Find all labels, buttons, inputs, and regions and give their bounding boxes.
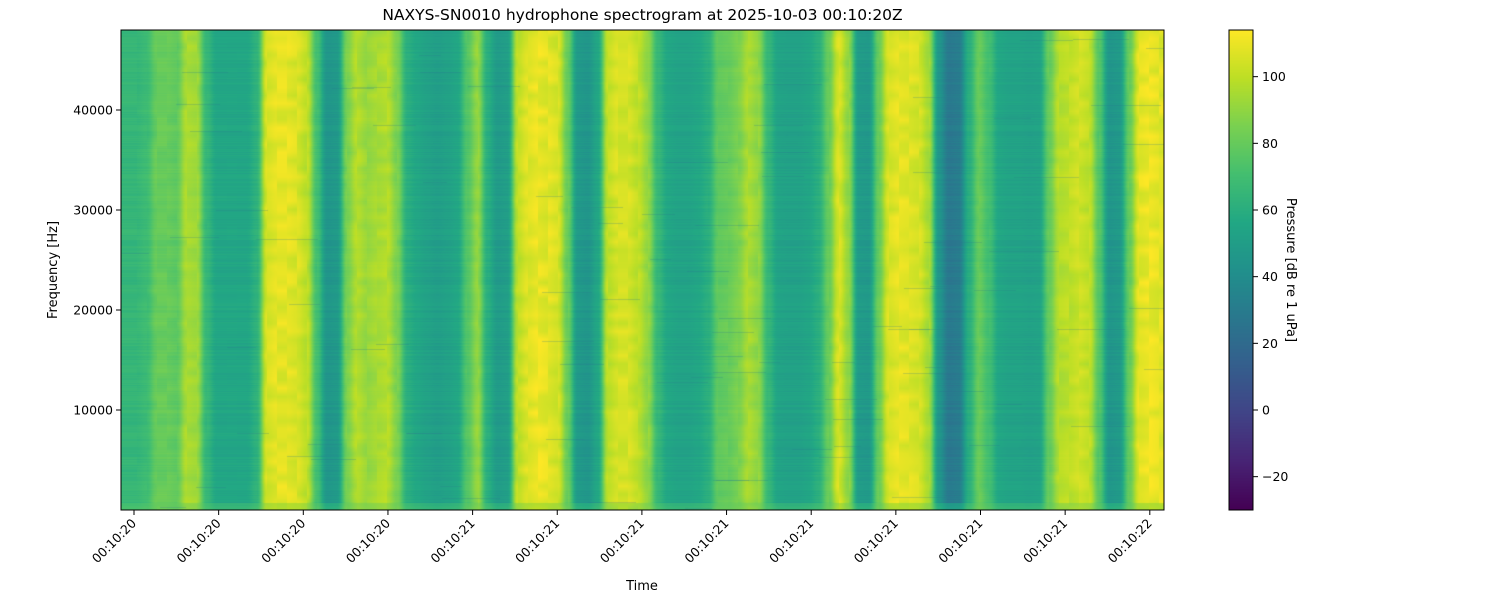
colorbar-tick-label: 40	[1262, 269, 1278, 284]
y-axis-label: Frequency [Hz]	[46, 221, 61, 319]
colorbar-tick-label: −20	[1262, 469, 1288, 484]
y-axis-ticks: 10000 20000 30000 40000	[73, 103, 121, 418]
x-tick-label: 00:10:20	[173, 515, 223, 565]
x-tick-label: 00:10:21	[597, 516, 647, 566]
x-axis-ticks: 00:10:20 00:10:20 00:10:20 00:10:20 00:10:21…	[89, 510, 1155, 566]
y-tick-label: 20000	[73, 303, 113, 318]
colorbar	[1229, 30, 1253, 510]
x-tick-label: 00:10:21	[851, 516, 901, 566]
spectrogram-heatmap	[121, 30, 1164, 510]
colorbar-tick-label: 0	[1262, 403, 1270, 418]
y-tick-label: 10000	[73, 403, 113, 418]
x-tick-label: 00:10:20	[343, 515, 393, 565]
x-tick-label: 00:10:21	[512, 516, 562, 566]
x-tick-label: 00:10:21	[427, 516, 477, 566]
x-tick-label: 00:10:21	[935, 516, 985, 566]
plot-frame	[120, 29, 1165, 511]
colorbar-tick-label: 100	[1262, 69, 1286, 84]
x-tick-label: 00:10:21	[681, 516, 731, 566]
y-tick-label: 30000	[73, 203, 113, 218]
x-tick-label: 00:10:21	[766, 516, 816, 566]
x-axis-label: Time	[625, 579, 658, 594]
colorbar-ticks: −20 0 20 40 60 80 100	[1253, 69, 1288, 484]
colorbar-frame	[1228, 29, 1254, 511]
colorbar-tick-label: 60	[1262, 203, 1278, 218]
colorbar-label: Pressure [dB re 1 uPa]	[1283, 198, 1298, 342]
colorbar-tick-label: 80	[1262, 136, 1278, 151]
chart-title: NAXYS-SN0010 hydrophone spectrogram at 2…	[382, 6, 903, 24]
y-tick-label: 40000	[73, 103, 113, 118]
x-tick-label: 00:10:20	[258, 515, 308, 565]
colorbar-tick-label: 20	[1262, 336, 1278, 351]
x-tick-label: 00:10:21	[1020, 516, 1070, 566]
x-tick-label: 00:10:20	[89, 515, 139, 565]
x-tick-label: 00:10:22	[1105, 516, 1155, 566]
